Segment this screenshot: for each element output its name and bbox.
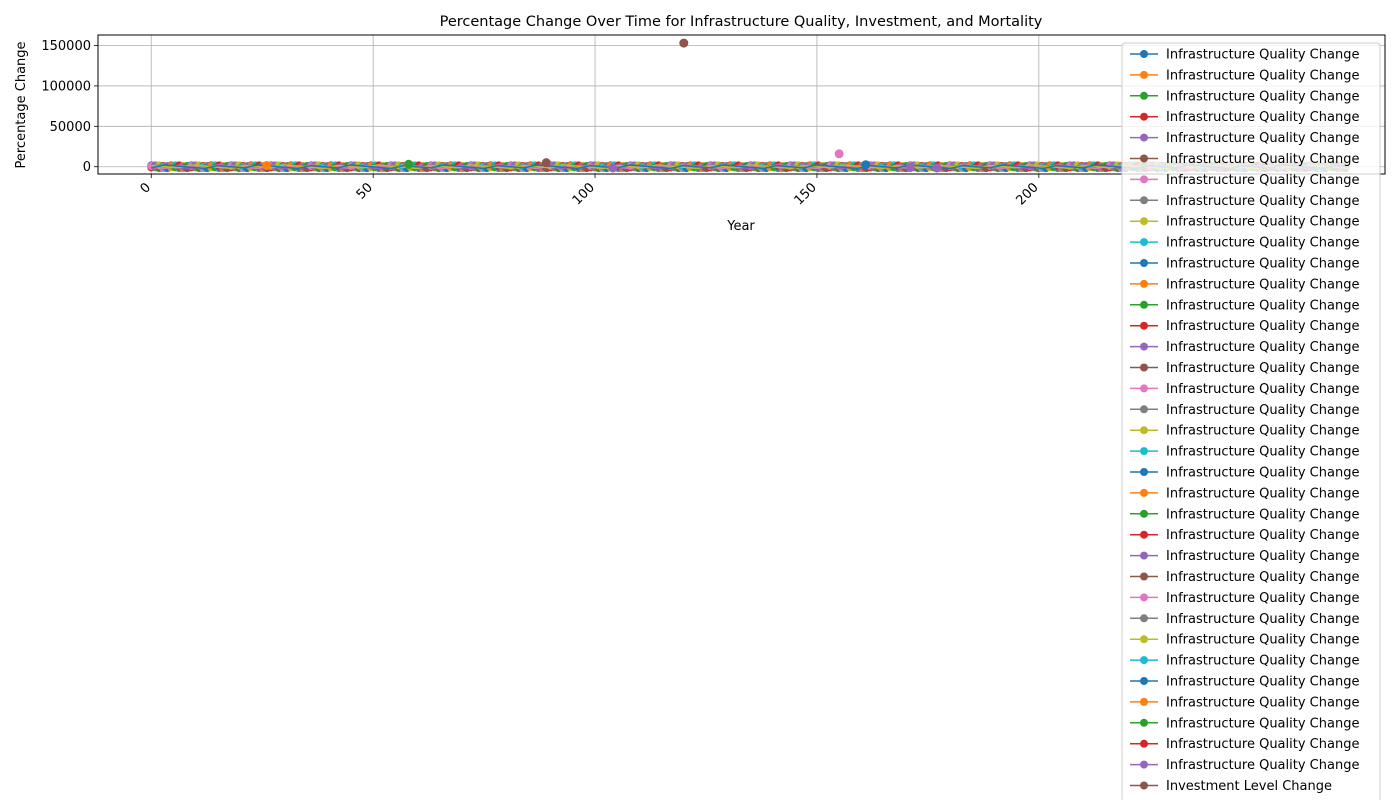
outlier-point [541,158,551,168]
legend-entry-label: Infrastructure Quality Change [1166,110,1359,125]
legend-entry-label: Infrastructure Quality Change [1166,382,1359,397]
legend-entry-label: Infrastructure Quality Change [1166,340,1359,355]
legend-entry-label: Infrastructure Quality Change [1166,466,1359,481]
legend-marker [1140,572,1148,581]
outlier-point [679,38,689,48]
legend-marker [1140,760,1148,769]
legend-entry-label: Infrastructure Quality Change [1166,48,1359,63]
legend-marker [1140,739,1148,748]
legend-marker [1140,447,1148,456]
x-tick-label: 0 [138,180,154,196]
legend-marker [1140,426,1148,435]
legend-entry-label: Infrastructure Quality Change [1166,298,1359,313]
legend-entry-label: Infrastructure Quality Change [1166,507,1359,522]
outlier-point [932,163,942,173]
legend-marker [1140,321,1148,330]
legend-entry-label: Infrastructure Quality Change [1166,89,1359,104]
legend-marker [1140,509,1148,518]
legend-marker [1140,593,1148,602]
legend-entry-label: Infrastructure Quality Change [1166,549,1359,564]
legend-marker [1140,70,1148,79]
legend-entry-label: Infrastructure Quality Change [1166,591,1359,606]
legend-entry-label: Infrastructure Quality Change [1166,612,1359,627]
outlier-point [608,163,618,173]
legend-entry-label: Infrastructure Quality Change [1166,361,1359,376]
legend-marker [1140,196,1148,205]
x-tick-label: 200 [1014,180,1042,208]
legend-marker [1140,384,1148,393]
legend-marker [1140,635,1148,644]
outlier-point [834,149,844,159]
legend-marker [1140,551,1148,560]
y-tick-label: 0 [83,160,91,175]
legend-marker [1140,133,1148,142]
legend-marker [1140,112,1148,121]
legend-marker [1140,697,1148,706]
y-tick-label: 100000 [41,79,91,94]
legend-marker [1140,614,1148,623]
legend-marker [1140,50,1148,58]
outlier-point [905,163,915,173]
legend-marker [1140,279,1148,288]
legend-entry-label: Infrastructure Quality Change [1166,486,1359,501]
legend-marker [1140,468,1148,476]
y-axis-label: Percentage Change [14,41,29,168]
y-tick-label: 150000 [41,39,91,54]
axis-ticks: 0 50 100 150 200 0 50000 100000 150000 [41,39,1041,208]
outlier-point [861,160,871,170]
legend-marker [1140,530,1148,539]
legend-entry-label: Infrastructure Quality Change [1166,319,1359,334]
legend-entry-label: Infrastructure Quality Change [1166,277,1359,292]
y-tick-label: 50000 [50,120,91,135]
legend-marker [1140,718,1148,727]
legend-marker [1140,342,1148,351]
chart-title: Percentage Change Over Time for Infrastr… [440,14,1043,30]
legend-entry-label: Infrastructure Quality Change [1166,570,1359,585]
legend-marker [1140,656,1148,665]
legend-marker [1140,175,1148,184]
legend-marker [1140,781,1148,790]
legend-entry-label: Infrastructure Quality Change [1166,737,1359,752]
legend-entry-label: Infrastructure Quality Change [1166,215,1359,230]
legend-entry-label: Infrastructure Quality Change [1166,716,1359,731]
legend-box [1121,42,1381,800]
legend-entry-label: Infrastructure Quality Change [1166,695,1359,710]
legend-entry-label: Infrastructure Quality Change [1166,236,1359,251]
legend-entry-label: Infrastructure Quality Change [1166,633,1359,648]
legend-entry-label: Infrastructure Quality Change [1166,424,1359,439]
legend-marker [1140,154,1148,163]
legend-entry-label: Infrastructure Quality Change [1166,758,1359,773]
legend-entry-label: Infrastructure Quality Change [1166,445,1359,460]
outlier-point [404,159,414,169]
legend-entry-label: Infrastructure Quality Change [1166,675,1359,690]
legend-marker [1140,677,1148,685]
legend-marker [1140,300,1148,309]
outlier-point [262,161,272,171]
x-tick-label: 150 [792,180,820,208]
legend-entry-label: Investment Level Change [1166,779,1332,794]
x-tick-label: 50 [354,180,376,202]
legend-entry-label: Infrastructure Quality Change [1166,173,1359,188]
legend-marker [1140,238,1148,247]
legend-entry-label: Infrastructure Quality Change [1166,257,1359,272]
x-axis-label: Year [726,219,755,234]
legend: Infrastructure Quality Change Infrastruct… [1121,42,1381,800]
legend-entry-label: Infrastructure Quality Change [1166,528,1359,543]
legend-entry-label: Infrastructure Quality Change [1166,152,1359,167]
legend-entry-label: Infrastructure Quality Change [1166,654,1359,669]
legend-marker [1140,405,1148,414]
legend-entry-label: Infrastructure Quality Change [1166,194,1359,209]
legend-entry-label: Infrastructure Quality Change [1166,131,1359,146]
plot-area-frame [97,34,1386,175]
legend-marker [1140,488,1148,497]
legend-entry-label: Infrastructure Quality Change [1166,403,1359,418]
legend-marker [1140,363,1148,372]
x-tick-label: 100 [570,180,598,208]
legend-marker [1140,217,1148,226]
legend-marker [1140,259,1148,267]
legend-marker [1140,91,1148,100]
legend-entry-label: Infrastructure Quality Change [1166,68,1359,83]
